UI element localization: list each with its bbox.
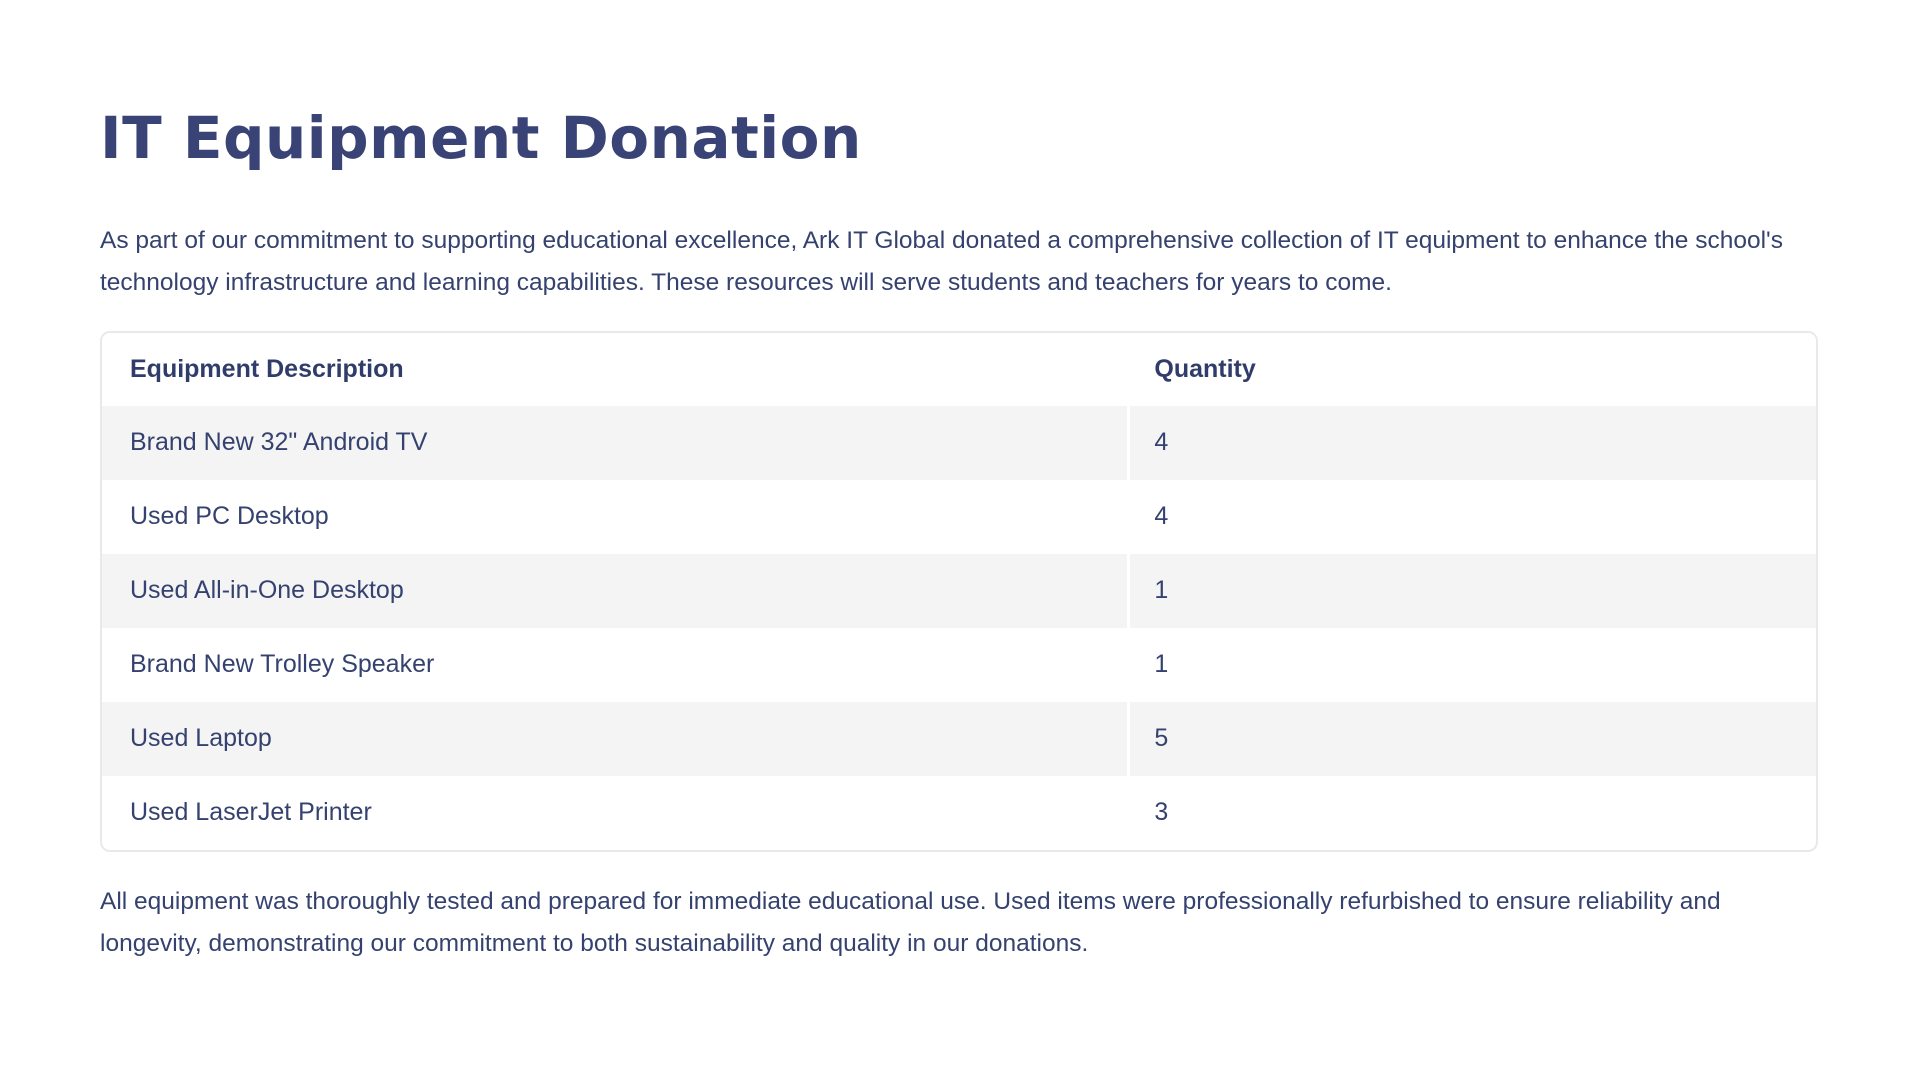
intro-paragraph: As part of our commitment to supporting … bbox=[100, 226, 1783, 296]
cell-equipment-description: Used LaserJet Printer bbox=[102, 775, 1131, 850]
cell-quantity: 1 bbox=[1154, 650, 1169, 679]
header-cell-equipment-description: Equipment Description bbox=[102, 332, 1131, 406]
cell-quantity: 3 bbox=[1154, 798, 1169, 827]
header-cell-quantity: Quantity bbox=[1154, 354, 1256, 383]
table-row: Brand New Trolley Speaker 1 bbox=[102, 627, 1816, 702]
cell-equipment-description: Brand New 32" Android TV bbox=[102, 405, 1131, 480]
cell-quantity: 5 bbox=[1154, 724, 1169, 753]
table-row: Used LaserJet Printer 3 bbox=[102, 775, 1816, 850]
table-row: Used PC Desktop 4 bbox=[102, 479, 1816, 554]
cell-quantity: 4 bbox=[1154, 502, 1169, 531]
document-page: IT Equipment Donation As part of our com… bbox=[100, 104, 1818, 957]
cell-equipment-description: Used Laptop bbox=[102, 701, 1131, 776]
table-header-row: Equipment Description Quantity bbox=[102, 332, 1816, 406]
cell-quantity: 4 bbox=[1154, 428, 1169, 457]
equipment-table: Equipment Description Quantity Brand New… bbox=[100, 330, 1818, 852]
cell-quantity: 1 bbox=[1154, 576, 1169, 605]
table-row: Brand New 32" Android TV 4 bbox=[102, 405, 1816, 480]
table-row: Used All-in-One Desktop 1 bbox=[102, 553, 1816, 628]
cell-equipment-description: Used All-in-One Desktop bbox=[102, 553, 1131, 628]
page-title: IT Equipment Donation bbox=[100, 104, 862, 172]
outro-paragraph: All equipment was thoroughly tested and … bbox=[100, 887, 1721, 957]
cell-equipment-description: Used PC Desktop bbox=[102, 479, 1131, 554]
table-row: Used Laptop 5 bbox=[102, 701, 1816, 776]
cell-equipment-description: Brand New Trolley Speaker bbox=[102, 627, 1131, 702]
